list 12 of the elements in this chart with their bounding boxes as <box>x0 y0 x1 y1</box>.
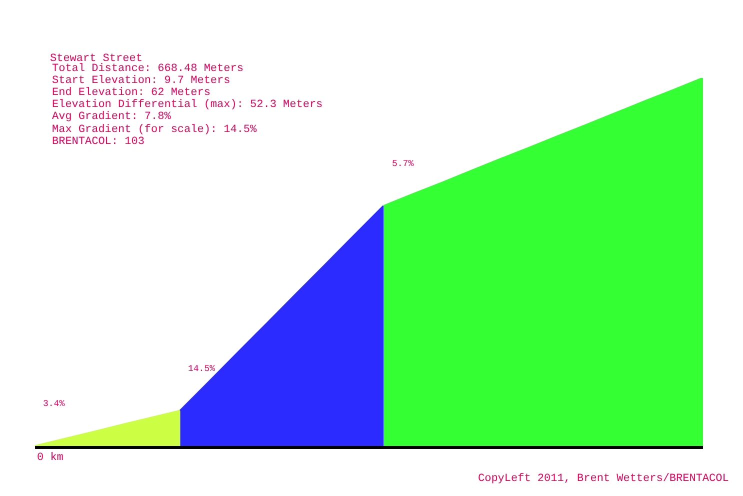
text: CopyLeft 2011, Brent Wetters/BRENTACOL <box>478 473 729 485</box>
annotation: Start Elevation: 9.7 Meters <box>52 75 230 87</box>
annotation: Elevation Differential (max): 52.3 Meters <box>52 99 323 111</box>
annotation: 5.7% <box>392 159 414 169</box>
annotation: 3.4% <box>43 399 66 409</box>
text: 0 km <box>37 452 64 464</box>
annotation: 14.5% <box>188 364 216 374</box>
annotation: Avg Gradient: 7.8% <box>52 111 172 123</box>
annotation: BRENTACOL: 103 <box>52 136 144 148</box>
annotation: Max Gradient (for scale): 14.5% <box>52 124 258 136</box>
annotation: End Elevation: 62 Meters <box>52 87 210 99</box>
text: Total Distance: 668.48 Meters <box>52 63 244 75</box>
